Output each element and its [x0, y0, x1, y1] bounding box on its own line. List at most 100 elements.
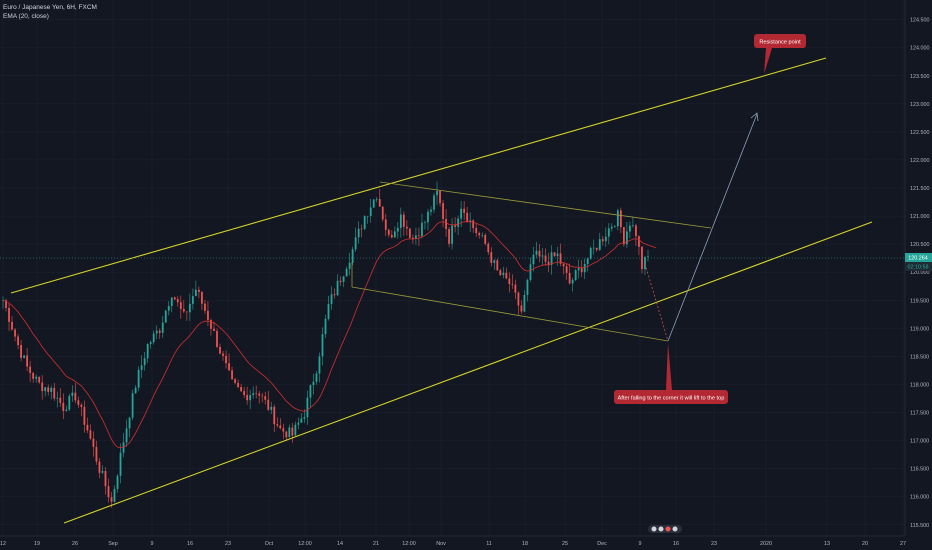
candle-body	[104, 471, 107, 487]
price-tick-label: 121.000	[910, 214, 930, 220]
candle-body	[568, 272, 571, 284]
candle-body	[613, 226, 616, 227]
flag-icon[interactable]	[665, 526, 671, 532]
candle-body	[207, 310, 209, 321]
candle-body	[469, 220, 472, 222]
candle-body	[194, 289, 197, 297]
candle-body	[53, 387, 56, 399]
candle-body	[490, 252, 493, 263]
price-tick-label: 122.500	[910, 130, 930, 136]
candle-body	[333, 294, 336, 296]
candle-body	[312, 381, 315, 386]
candle-body	[629, 225, 631, 232]
candle-body	[41, 382, 44, 392]
candle-body	[577, 268, 580, 271]
candle-body	[372, 199, 375, 208]
candle-body	[122, 442, 125, 453]
candle-body	[415, 235, 417, 239]
price-axis: 115.500 116.000 116.500 117.000 117.500 118.0…	[910, 18, 930, 529]
time-tick-label: 9	[151, 541, 154, 547]
candle-body	[460, 208, 463, 219]
upper-channel-line[interactable]	[10, 57, 827, 294]
candle-body	[610, 226, 613, 229]
candle-body	[357, 228, 360, 238]
candle-body	[188, 303, 191, 313]
candle-body	[378, 199, 381, 207]
corner-callout[interactable]: After falling to the corner it will lift…	[614, 343, 728, 404]
candle-body	[158, 330, 161, 333]
candle-body	[113, 488, 116, 502]
candle-body	[424, 222, 426, 223]
candle-body	[484, 234, 487, 244]
candle-body	[219, 346, 221, 354]
corner-callout-text: After falling to the corner it will lift…	[618, 396, 725, 402]
inner-upper-line[interactable]	[379, 181, 712, 229]
candle-body	[56, 397, 59, 399]
candle-body	[632, 225, 634, 226]
candle-body	[541, 255, 544, 257]
candle-body	[167, 306, 170, 311]
candle-body	[98, 461, 101, 473]
candle-body	[170, 297, 173, 307]
candle-body	[276, 424, 279, 426]
candle-body	[574, 270, 577, 280]
candle-body	[526, 279, 529, 295]
time-tick-label: Dec	[597, 541, 607, 547]
candle-body	[598, 239, 601, 250]
replay-icons[interactable]	[648, 525, 682, 533]
candle-body	[252, 393, 255, 396]
candle-body	[520, 305, 523, 312]
candle-body	[270, 406, 273, 410]
candle-body	[601, 239, 604, 242]
candle-body	[478, 233, 481, 236]
candle-body	[550, 252, 553, 265]
candle-body	[50, 387, 53, 392]
candle-body	[445, 218, 447, 230]
candle-body	[246, 395, 249, 401]
candle-body	[258, 393, 261, 396]
time-tick-label: 11	[486, 541, 492, 547]
candle-body	[161, 322, 164, 333]
candle-body	[502, 272, 505, 276]
candle-body	[8, 307, 10, 322]
candle-body	[179, 302, 182, 309]
candle-body	[375, 199, 378, 200]
lightning-icon[interactable]	[658, 526, 664, 532]
candle-body	[641, 246, 643, 269]
candle-body	[626, 231, 628, 245]
lower-channel-line[interactable]	[63, 221, 873, 524]
projection-arrow[interactable]	[667, 113, 758, 342]
candle-body	[92, 438, 95, 447]
candle-body	[107, 486, 110, 498]
candle-body	[571, 279, 574, 284]
settings-icon[interactable]	[651, 526, 657, 532]
price-tick-label: 118.500	[910, 354, 929, 360]
candle-body	[595, 247, 598, 250]
candle-body	[128, 417, 131, 429]
candle-body	[255, 393, 258, 394]
resistance-callout[interactable]: Resistance point	[754, 34, 806, 74]
symbol-title[interactable]: Euro / Japanese Yen, 6H, FXCM	[3, 4, 97, 11]
inner-lower-line[interactable]	[351, 286, 669, 342]
candle-body	[360, 228, 363, 230]
candle-body	[622, 227, 625, 245]
candle-body	[517, 292, 520, 306]
candle-body	[65, 409, 68, 411]
candle-body	[125, 428, 128, 443]
candle-body	[421, 222, 423, 237]
indicator-title[interactable]: EMA (20, close)	[3, 13, 49, 20]
candle-body	[354, 237, 357, 250]
candle-body	[586, 258, 589, 265]
price-tick-label: 122.000	[910, 158, 930, 164]
candle-body	[164, 310, 167, 323]
candle-body	[384, 219, 387, 230]
candle-body	[523, 294, 526, 312]
candle-body	[35, 376, 38, 379]
time-tick-label: 26	[72, 541, 78, 547]
candle-body	[408, 228, 411, 238]
time-axis-bg[interactable]	[0, 536, 932, 550]
countdown-badge	[905, 262, 932, 271]
cursor-icon[interactable]	[672, 526, 678, 532]
